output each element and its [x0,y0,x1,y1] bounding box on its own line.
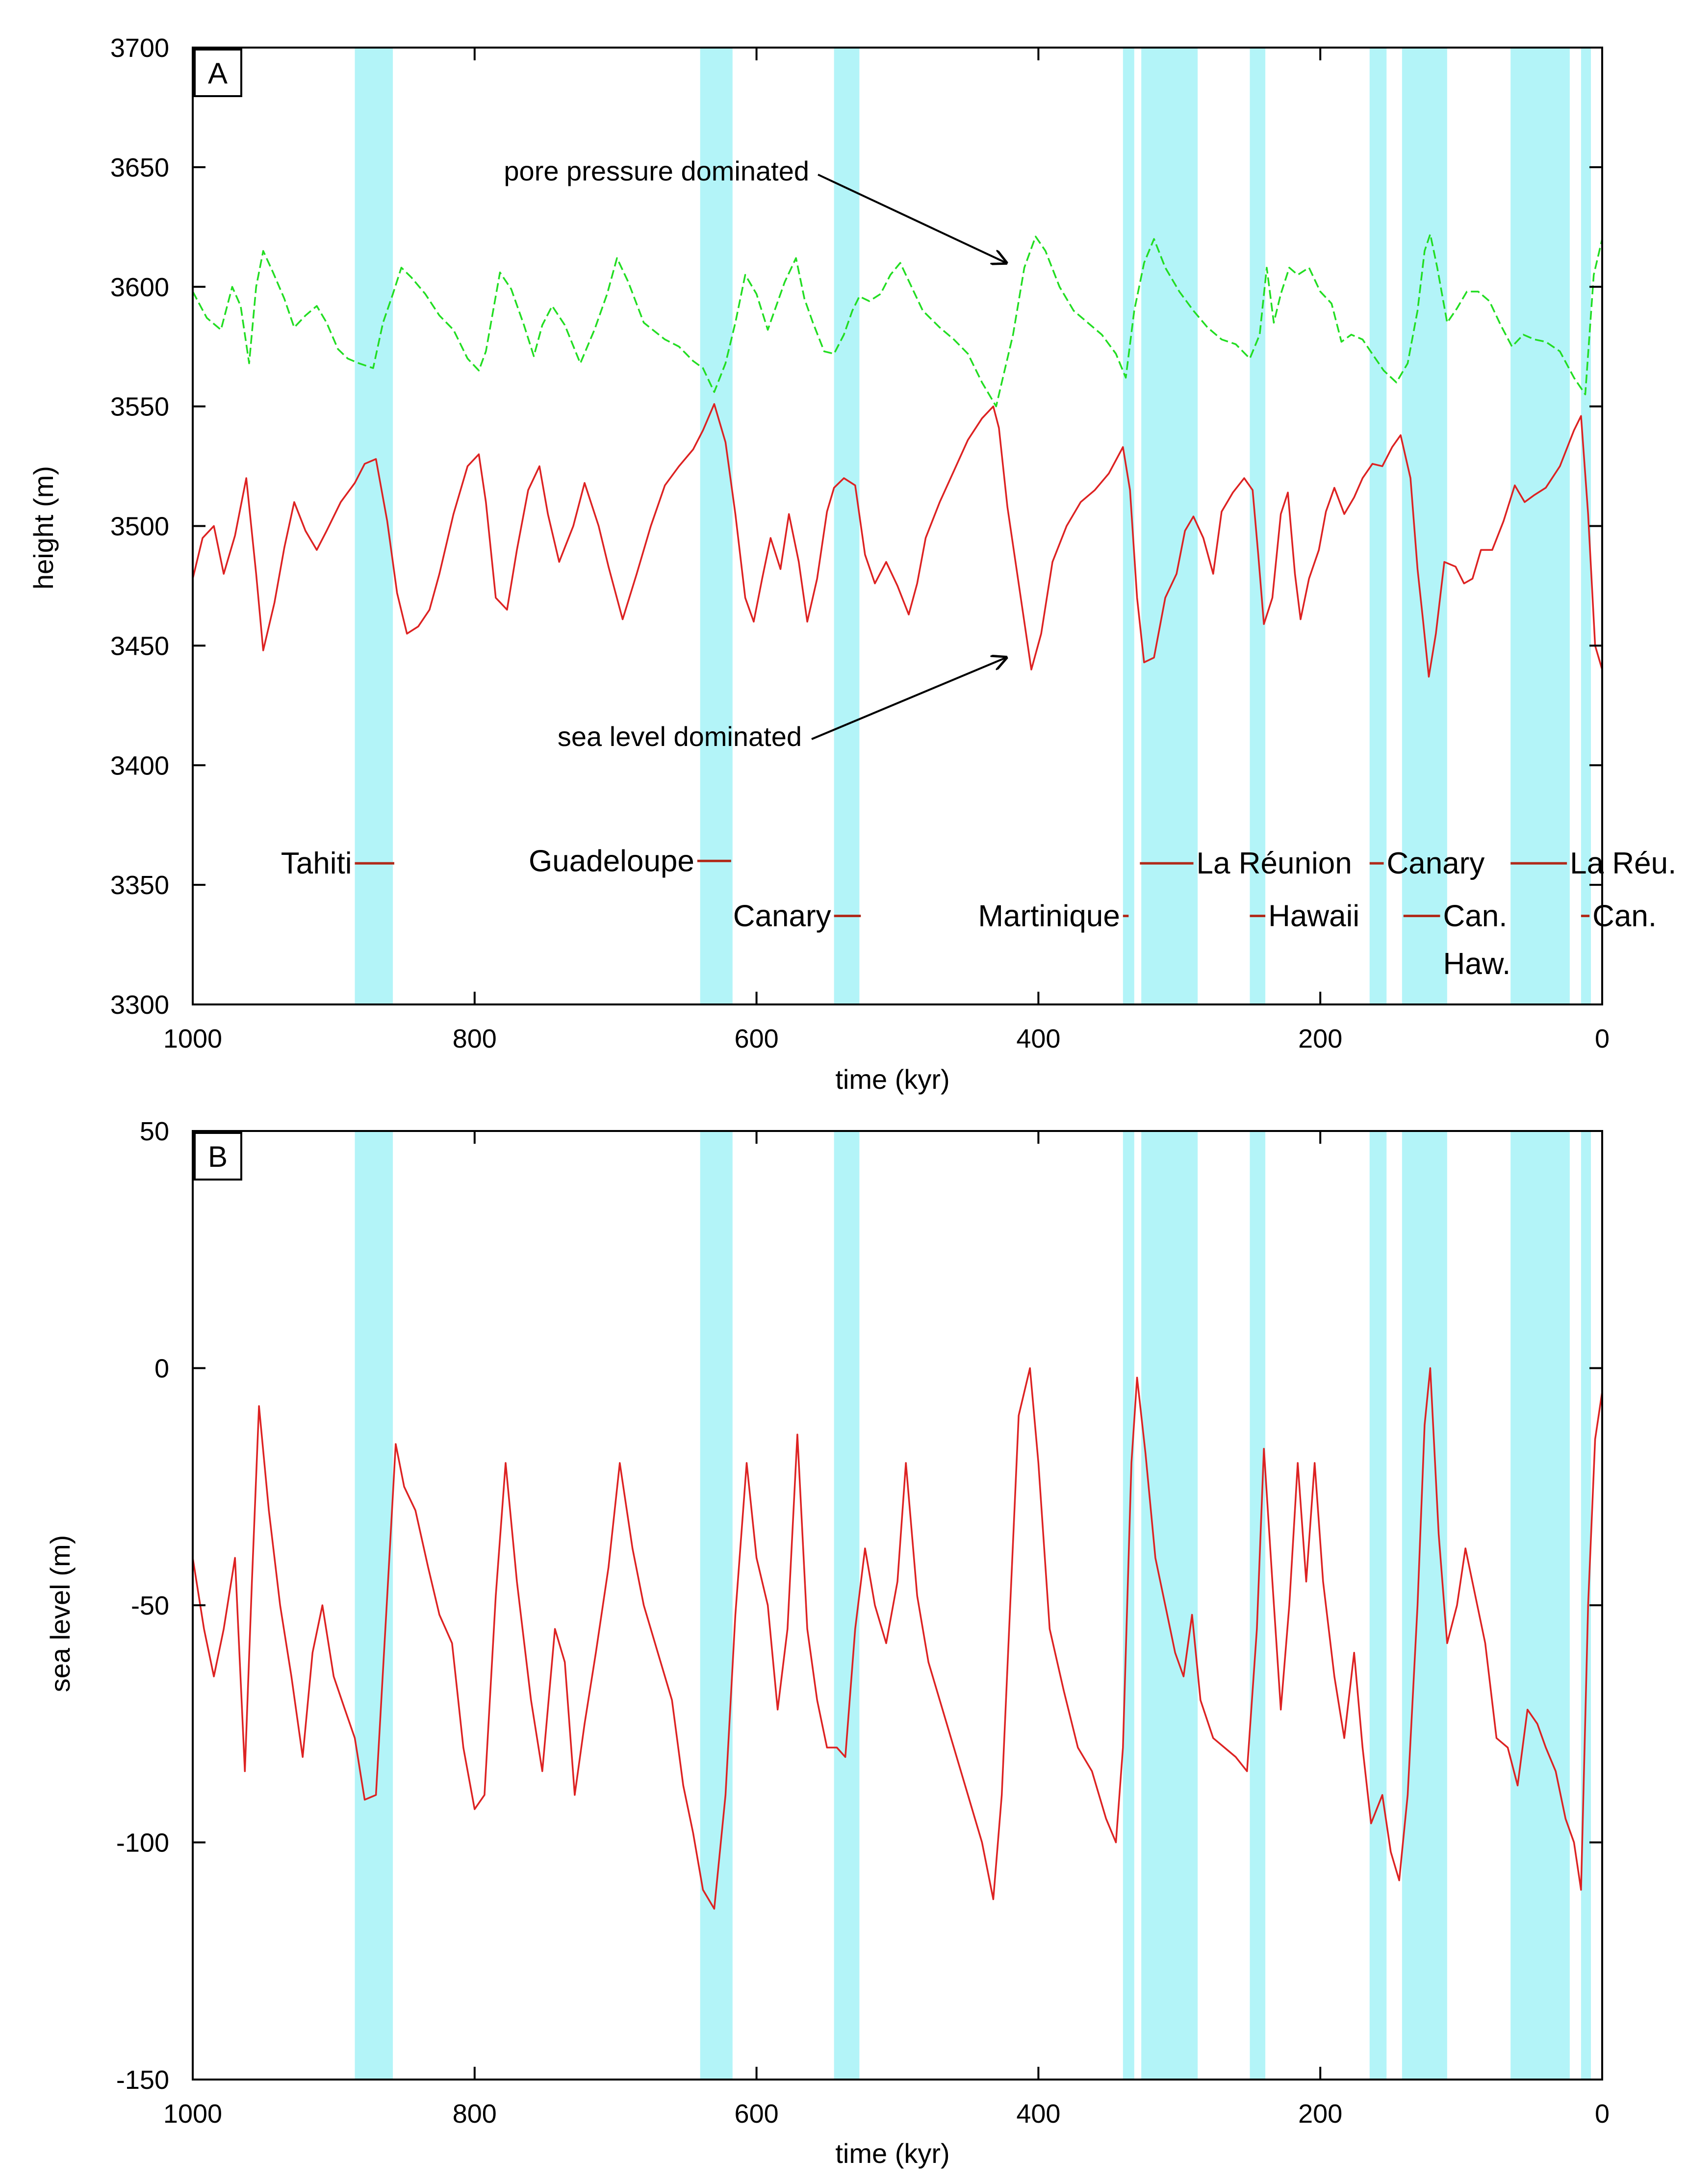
y-tick-label: 0 [154,1354,169,1384]
shaded-interval [1581,1131,1591,2080]
panel-b-series [192,1367,1603,1910]
site-label: Hawaii [1250,899,1359,933]
shaded-interval [1123,1131,1134,2080]
y-tick-label: 3450 [110,631,169,661]
site-label: Martinique [978,899,1129,933]
panel-a-chart: Tahiti Guadeloupe Canary Martinique La Réuni… [28,33,1676,1095]
shaded-interval [1369,1131,1387,2080]
panel-b-letter: B [208,1140,228,1173]
site-label-text: Can. [1443,899,1507,933]
x-tick-label: 400 [1016,2099,1060,2129]
site-label: Guadeloupe [529,844,731,878]
y-tick-label: 3700 [110,33,169,63]
y-tick-label: 3600 [110,273,169,302]
site-label-text: Martinique [978,899,1120,933]
site-label: Canary [1369,847,1485,880]
site-label-text: Canary [733,899,831,933]
site-label-text: La Réunion [1197,847,1352,880]
panel-b-letter-box: B [194,1132,242,1181]
shaded-interval [1141,48,1198,1004]
panel-a-site-labels: Tahiti Guadeloupe Canary Martinique La Réuni… [281,844,1677,981]
shaded-interval [1581,48,1591,1004]
shaded-interval [834,1131,860,2080]
y-tick-label: 3400 [110,751,169,780]
shaded-interval [700,48,733,1004]
annotation-arrow [811,658,1006,740]
x-tick-label: 200 [1298,2099,1342,2129]
panel-b-y-axis-title: sea level (m) [45,1535,76,1693]
x-tick-label: 800 [453,1024,497,1053]
annotation-arrow [818,174,1006,263]
y-tick-label: 3550 [110,392,169,422]
shaded-interval [834,48,860,1004]
panel-a-letter: A [208,57,228,90]
shaded-interval [700,1131,733,2080]
annotation: pore pressure dominated [504,155,1006,263]
panel-a-annotations: pore pressure dominated sea level dominat… [504,155,1006,752]
x-tick-label: 0 [1595,2099,1610,2129]
y-tick-label: 50 [140,1117,169,1146]
shaded-interval [1510,1131,1570,2080]
panel-a-letter-frame [194,49,242,97]
shaded-interval [1141,1131,1198,2080]
site-label-text: Tahiti [281,847,352,880]
site-label-text: Guadeloupe [529,844,694,878]
x-tick-label: 600 [735,2099,779,2129]
site-label: La Réu. [1510,847,1676,880]
panel-b-axes: 1000 800 600 400 200 0 -150 -100 -50 0 50 [116,1117,1610,2129]
y-tick-label: -100 [116,1828,169,1858]
x-tick-label: 600 [735,1024,779,1053]
panel-b-x-axis-title: time (kyr) [835,2138,949,2169]
x-tick-label: 1000 [163,1024,222,1053]
y-tick-label: 3300 [110,990,169,1020]
site-label: Haw. [1443,947,1510,981]
y-tick-label: -150 [116,2065,169,2095]
site-label-text: Canary [1387,847,1485,880]
panel-a-shaded-intervals [355,48,1591,1004]
y-tick-label: 3500 [110,512,169,541]
shaded-interval [1510,48,1570,1004]
panel-a-letter-box: A [194,49,242,97]
x-tick-label: 1000 [163,2099,222,2129]
panel-b-letter-frame [194,1132,242,1181]
series-line [192,1367,1603,1910]
y-tick-label: 3350 [110,871,169,900]
x-tick-label: 400 [1016,1024,1060,1053]
panel-a-x-axis-title: time (kyr) [835,1064,949,1095]
shaded-interval [355,48,393,1004]
site-label-text: Hawaii [1268,899,1359,933]
site-label: La Réunion [1140,847,1352,880]
y-tick-label: -50 [131,1591,169,1620]
site-label-text: La Réu. [1570,847,1676,880]
panel-a-series [192,233,1603,678]
annotation-text: sea level dominated [558,721,802,752]
site-label: Can. [1403,899,1507,933]
shaded-interval [1369,48,1387,1004]
series-line [192,403,1603,678]
panel-b-chart: 1000 800 600 400 200 0 -150 -100 -50 0 50 B time (… [45,1117,1610,2169]
site-label: Tahiti [281,847,394,880]
x-tick-label: 200 [1298,1024,1342,1053]
y-tick-label: 3650 [110,153,169,182]
shaded-interval [1402,48,1447,1004]
site-label: Can. [1581,899,1657,933]
shaded-interval [1250,48,1266,1004]
series-line [192,233,1603,408]
annotation: sea level dominated [558,658,1006,752]
panel-a-y-axis-title: height (m) [28,466,59,590]
x-tick-label: 800 [453,2099,497,2129]
site-label-text: Haw. [1443,947,1510,981]
annotation-text: pore pressure dominated [504,155,809,186]
site-label: Canary [733,899,861,933]
shaded-interval [1123,48,1134,1004]
shaded-interval [1402,1131,1447,2080]
panel-a-axes: 1000 800 600 400 200 0 3300 3350 3400 3450 3500 355… [110,33,1610,1053]
x-tick-label: 0 [1595,1024,1610,1053]
